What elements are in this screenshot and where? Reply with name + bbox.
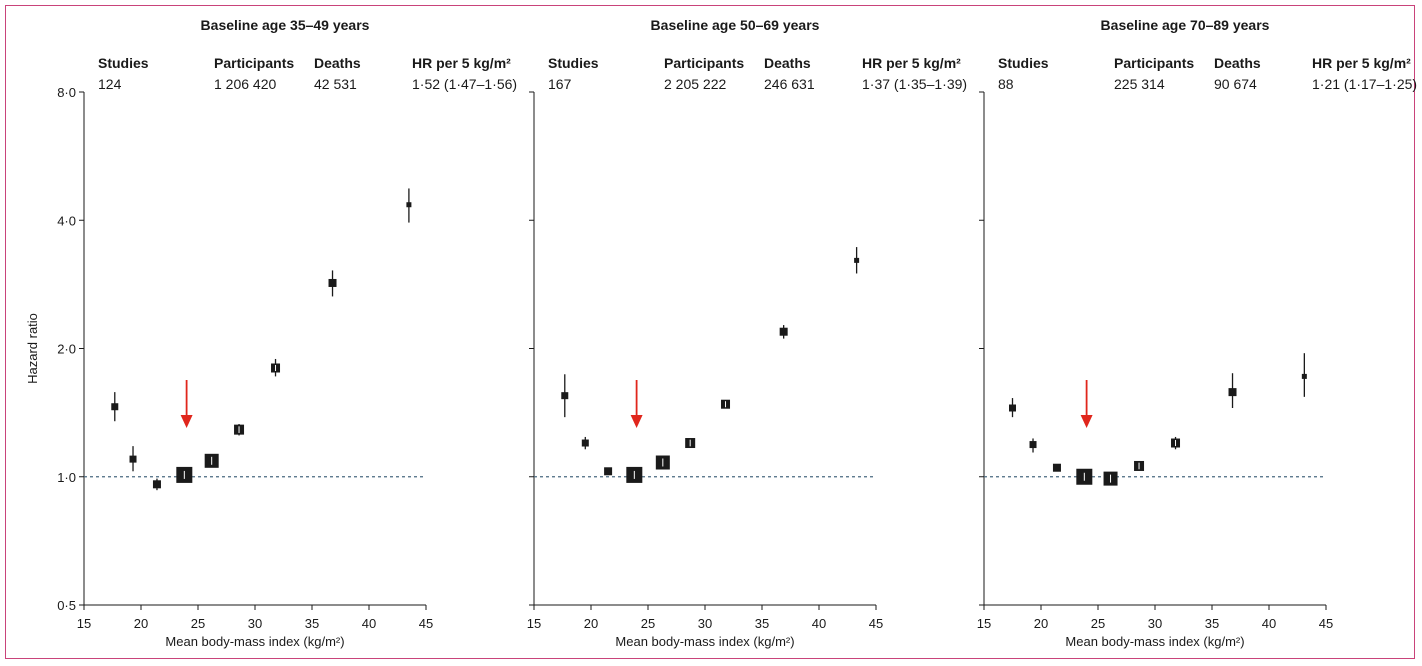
- summary-value-1: 2 205 222: [664, 76, 726, 92]
- summary-value-0: 88: [998, 76, 1014, 92]
- summary-value-1: 225 314: [1114, 76, 1165, 92]
- summary-header-0: Studies: [548, 55, 599, 71]
- x-tick-label: 40: [362, 616, 376, 631]
- x-tick-label: 15: [977, 616, 991, 631]
- panel-2: Baseline age 50–69 years Studies Participa…: [527, 17, 967, 649]
- summary-header-1: Participants: [664, 55, 744, 71]
- y-tick-label: 1·0: [57, 470, 76, 485]
- y-tick-label: 8·0: [57, 85, 76, 100]
- summary-value-3: 1·37 (1·35–1·39): [862, 76, 967, 92]
- summary-header-0: Studies: [98, 55, 149, 71]
- hazard-marker: [406, 202, 412, 208]
- panel-title: Baseline age 50–69 years: [651, 17, 820, 33]
- summary-value-3: 1·21 (1·17–1·25): [1312, 76, 1417, 92]
- x-tick-label: 45: [419, 616, 433, 631]
- x-tick-label: 15: [527, 616, 541, 631]
- summary-value-2: 42 531: [314, 76, 357, 92]
- x-tick-label: 20: [1034, 616, 1048, 631]
- summary-header-2: Deaths: [1214, 55, 1261, 71]
- x-axis-label: Mean body-mass index (kg/m²): [615, 634, 794, 649]
- hazard-marker: [581, 439, 589, 447]
- hazard-marker: [129, 455, 137, 463]
- x-tick-label: 15: [77, 616, 91, 631]
- hazard-marker: [604, 467, 613, 476]
- hazard-marker: [111, 403, 119, 411]
- x-tick-label: 35: [1205, 616, 1219, 631]
- summary-value-0: 167: [548, 76, 572, 92]
- figure-frame: [5, 5, 1415, 659]
- summary-header-1: Participants: [1114, 55, 1194, 71]
- arrow-head: [630, 415, 643, 428]
- x-tick-label: 35: [305, 616, 319, 631]
- arrow-head: [1080, 415, 1093, 428]
- hazard-marker: [328, 278, 337, 287]
- hazard-marker: [561, 392, 569, 400]
- x-tick-label: 25: [191, 616, 205, 631]
- x-tick-label: 40: [812, 616, 826, 631]
- y-tick-label: 0·5: [57, 598, 76, 613]
- panel-3: Baseline age 70–89 years Studies Participa…: [977, 17, 1417, 649]
- hazard-marker: [1228, 388, 1237, 397]
- summary-value-2: 90 674: [1214, 76, 1257, 92]
- x-axis-label: Mean body-mass index (kg/m²): [165, 634, 344, 649]
- x-tick-label: 25: [641, 616, 655, 631]
- x-tick-label: 45: [869, 616, 883, 631]
- x-axis-label: Mean body-mass index (kg/m²): [1065, 634, 1244, 649]
- summary-header-1: Participants: [214, 55, 294, 71]
- panel-title: Baseline age 70–89 years: [1101, 17, 1270, 33]
- hazard-marker: [1029, 441, 1037, 449]
- y-tick-label: 2·0: [57, 342, 76, 357]
- hazard-marker: [854, 257, 860, 263]
- x-tick-label: 45: [1319, 616, 1333, 631]
- x-tick-label: 30: [1148, 616, 1162, 631]
- arrow-head: [180, 415, 193, 428]
- x-tick-label: 40: [1262, 616, 1276, 631]
- summary-header-2: Deaths: [314, 55, 361, 71]
- hazard-marker: [1009, 404, 1016, 412]
- x-tick-label: 30: [248, 616, 262, 631]
- panel-title: Baseline age 35–49 years: [201, 17, 370, 33]
- summary-value-3: 1·52 (1·47–1·56): [412, 76, 517, 92]
- x-tick-label: 20: [584, 616, 598, 631]
- x-tick-label: 20: [134, 616, 148, 631]
- summary-header-2: Deaths: [764, 55, 811, 71]
- x-tick-label: 35: [755, 616, 769, 631]
- summary-header-0: Studies: [998, 55, 1049, 71]
- summary-value-2: 246 631: [764, 76, 815, 92]
- summary-header-3: HR per 5 kg/m²: [412, 55, 511, 71]
- hazard-marker: [1301, 373, 1307, 379]
- y-axis-label: Hazard ratio: [25, 313, 40, 384]
- x-tick-label: 30: [698, 616, 712, 631]
- summary-header-3: HR per 5 kg/m²: [1312, 55, 1411, 71]
- summary-header-3: HR per 5 kg/m²: [862, 55, 961, 71]
- hazard-marker: [1052, 463, 1061, 472]
- summary-value-0: 124: [98, 76, 122, 92]
- hazard-marker: [152, 480, 161, 489]
- hazard-marker: [779, 327, 788, 336]
- y-tick-label: 4·0: [57, 213, 76, 228]
- summary-value-1: 1 206 420: [214, 76, 276, 92]
- x-tick-label: 25: [1091, 616, 1105, 631]
- panel-1: Baseline age 35–49 years Studies Participa…: [25, 17, 517, 649]
